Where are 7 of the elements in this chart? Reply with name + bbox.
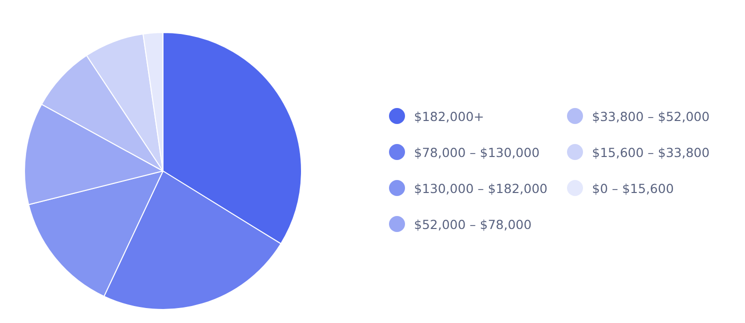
legend-label: $33,800 – $52,000 (592, 108, 710, 124)
legend-label: $182,000+ (414, 108, 484, 124)
legend-label: $52,000 – $78,000 (414, 216, 532, 232)
legend-label: $130,000 – $182,000 (414, 180, 548, 196)
legend-label: $0 – $15,600 (592, 180, 674, 196)
legend-label: $15,600 – $33,800 (592, 144, 710, 160)
legend-label: $78,000 – $130,000 (414, 144, 540, 160)
